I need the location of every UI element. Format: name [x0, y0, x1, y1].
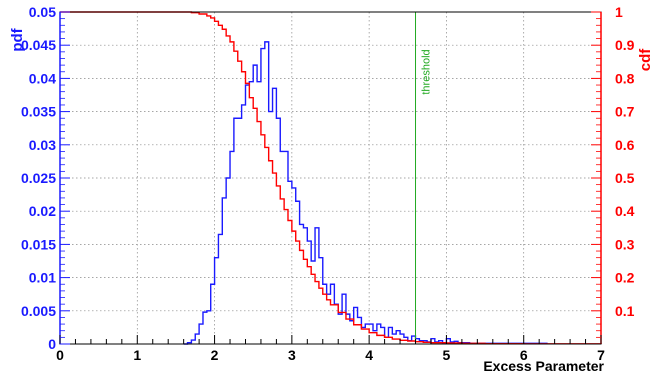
- x-tick-label: 7: [597, 347, 605, 363]
- left-tick-label: 0.05: [29, 4, 56, 20]
- x-tick-label: 2: [211, 347, 219, 363]
- x-tick-label: 0: [56, 347, 64, 363]
- tick-labels: 0 1 2 3 4 5 6 7 0 0.005 0.01 0.015 0.02 0.025 0.03 0.03…: [21, 4, 635, 363]
- left-tick-label: 0.045: [21, 37, 56, 53]
- right-tick-label: 0.3: [615, 236, 635, 252]
- left-tick-label: 0.035: [21, 104, 56, 120]
- left-axis-title: pdf: [9, 27, 26, 51]
- left-tick-label: 0: [48, 336, 56, 352]
- pdf-histogram: [183, 41, 548, 345]
- right-tick-label: 0.6: [615, 137, 635, 153]
- left-tick-label: 0.02: [29, 203, 56, 219]
- left-tick-label: 0.04: [29, 70, 56, 86]
- left-tick-label: 0.025: [21, 170, 56, 186]
- x-axis-title: Excess Parameter: [483, 358, 604, 374]
- x-tick-label: 6: [520, 347, 528, 363]
- left-tick-label: 0.015: [21, 236, 56, 252]
- right-tick-label: 0.1: [615, 303, 635, 319]
- right-tick-label: 0.8: [615, 70, 635, 86]
- right-tick-label: 0.9: [615, 37, 635, 53]
- axes: [59, 11, 602, 345]
- right-tick-label: 0.4: [615, 203, 635, 219]
- left-tick-label: 0.005: [21, 303, 56, 319]
- right-tick-label: 1: [615, 4, 623, 20]
- x-tick-label: 1: [133, 347, 141, 363]
- left-tick-label: 0.03: [29, 137, 56, 153]
- right-tick-label: 0.2: [615, 270, 635, 286]
- x-tick-label: 4: [365, 347, 373, 363]
- right-axis-title: cdf: [637, 48, 654, 72]
- left-tick-label: 0.01: [29, 270, 56, 286]
- x-tick-label: 3: [288, 347, 296, 363]
- cdf-series-line: [60, 11, 602, 345]
- grid: [60, 12, 601, 344]
- x-tick-label: 5: [443, 347, 451, 363]
- right-tick-label: 0.7: [615, 104, 635, 120]
- threshold-label: threshold: [421, 49, 433, 94]
- right-tick-label: 0.5: [615, 170, 635, 186]
